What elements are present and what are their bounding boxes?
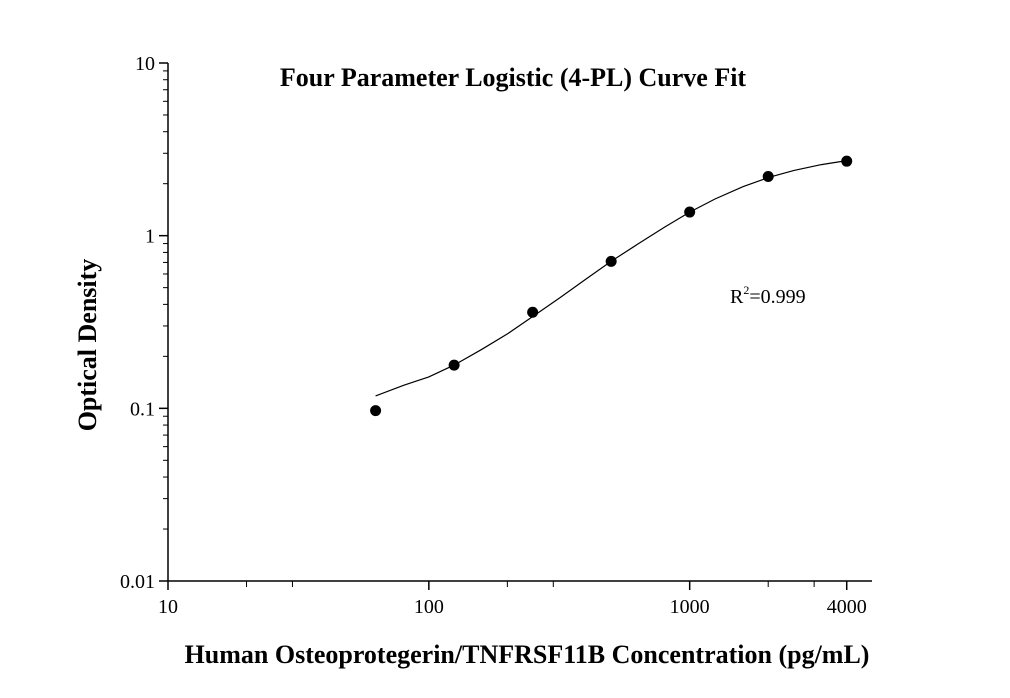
r-squared-annotation: R2=0.999: [730, 283, 806, 308]
x-axis-title: Human Osteoprotegerin/TNFRSF11B Concentr…: [185, 640, 870, 669]
data-point: [684, 206, 696, 218]
points-layer: [370, 155, 853, 417]
r-squared-value: =0.999: [749, 286, 805, 308]
data-point: [605, 255, 617, 267]
data-point: [527, 306, 539, 318]
curve-layer: [375, 160, 847, 397]
data-point: [370, 405, 382, 417]
x-tick-label: 4000: [827, 596, 867, 618]
y-tick-label: 10: [135, 53, 155, 75]
x-tick-label: 100: [414, 596, 444, 618]
y-tick-label: 1: [145, 226, 155, 248]
axes-layer: [167, 63, 872, 582]
chart-title: Four Parameter Logistic (4-PL) Curve Fit: [280, 63, 747, 92]
y-tick-label: 0.1: [130, 398, 155, 420]
data-point: [448, 359, 460, 371]
y-axis-title: Optical Density: [73, 259, 102, 432]
data-point: [762, 171, 774, 183]
y-tick-label: 0.01: [120, 571, 155, 593]
fit-curve-line: [375, 160, 847, 397]
r-squared-superscript: 2: [743, 283, 749, 297]
x-tick-label: 1000: [670, 596, 710, 618]
x-tick-label: 10: [158, 596, 178, 618]
data-point: [841, 155, 853, 167]
ticks-layer: 0.01 0.1 1 10 10 100 1000 4000: [120, 53, 867, 618]
r-squared-base: R: [730, 286, 744, 308]
